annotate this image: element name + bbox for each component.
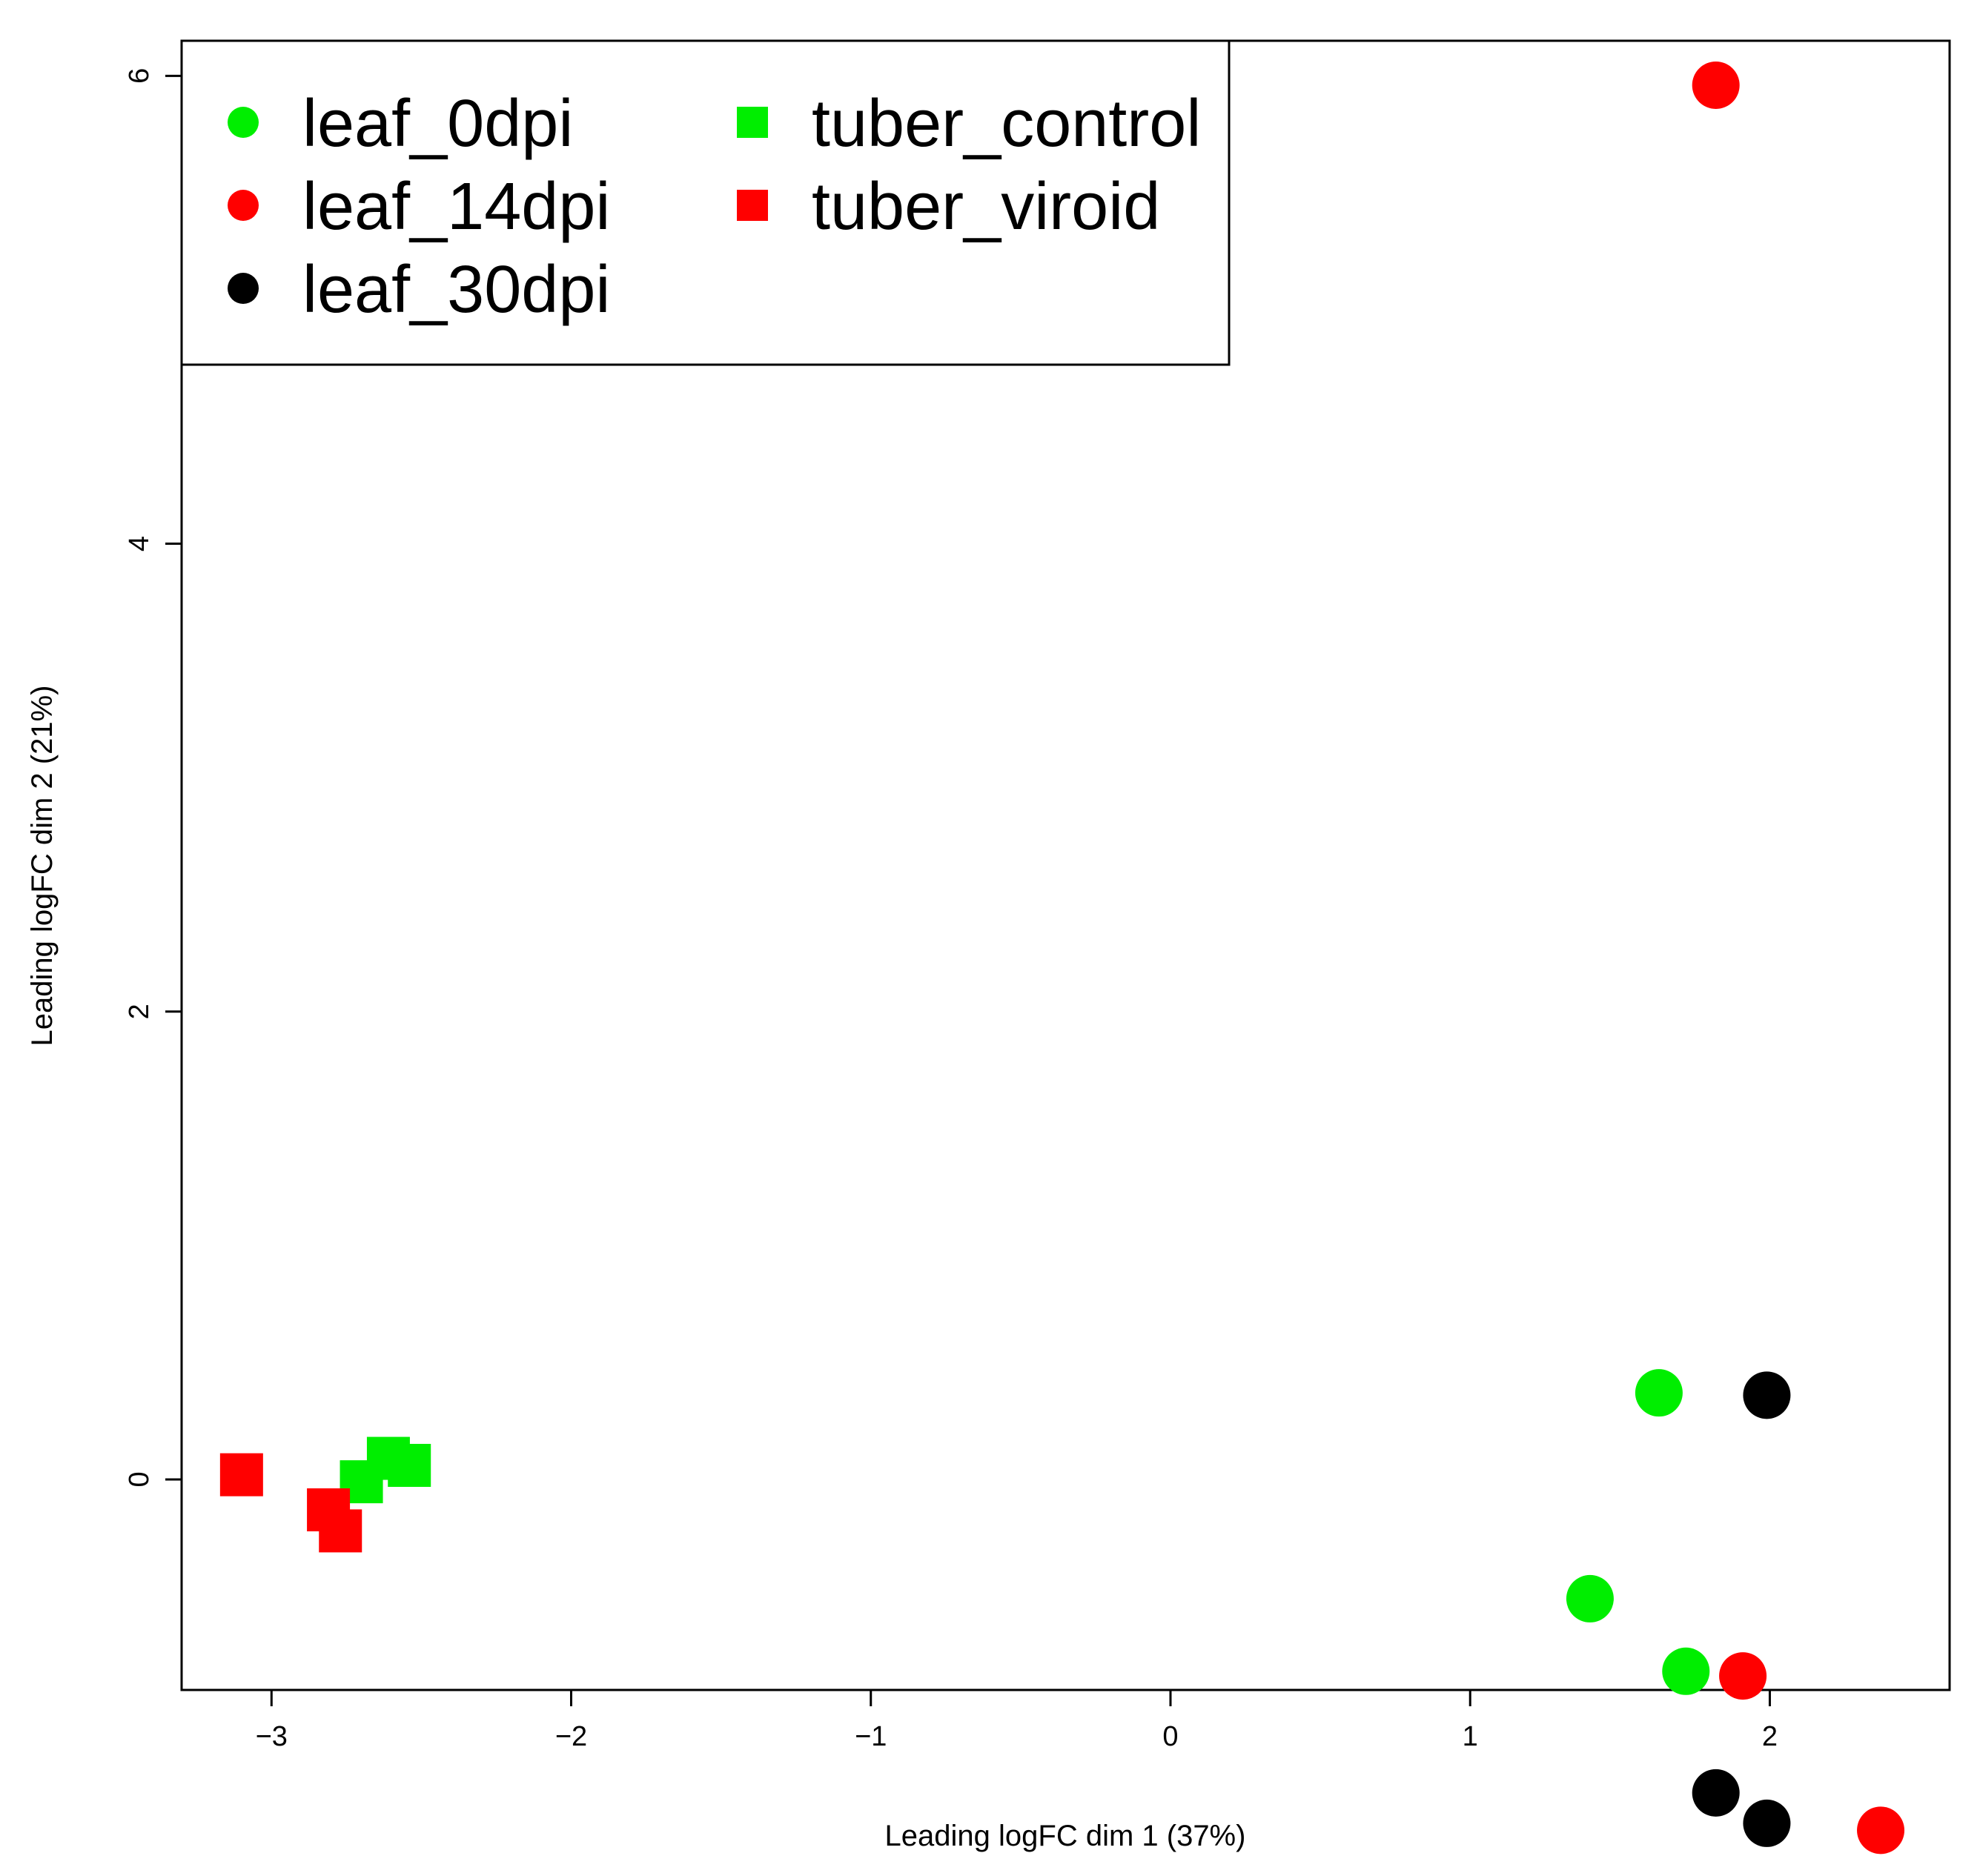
legend-item-leaf-14dpi-label: leaf_14dpi [302,170,610,244]
leaf-30dpi-point [1692,1769,1740,1817]
leaf-0dpi-point [1566,1574,1614,1623]
y-tick-label: 2 [124,1004,155,1019]
y-tick-label: 6 [124,68,155,84]
legend-item-leaf-0dpi-marker [228,107,259,138]
legend: leaf_0dpi leaf_14dpi leaf_30dpi tuber_contr… [180,39,1231,366]
leaf-30dpi-point [1743,1371,1791,1419]
tuber-viroid-point [219,1453,263,1497]
legend-item-leaf-14dpi-marker [228,190,259,221]
legend-item-leaf-30dpi-label: leaf_30dpi [302,253,610,327]
legend-item-tuber-viroid-label: tuber_viroid [812,170,1160,244]
leaf-14dpi-point [1719,1652,1767,1700]
x-tick-label: 1 [1463,1721,1478,1752]
x-tick-label: −3 [256,1721,288,1752]
x-tick-label: 0 [1162,1721,1178,1752]
leaf-14dpi-point [1857,1806,1905,1855]
x-axis: −3 −2 −1 0 1 2 [256,1690,1778,1752]
y-axis: 0 2 4 6 [124,68,182,1488]
data-points [219,61,1905,1855]
y-tick-label: 4 [124,536,155,551]
legend-item-tuber-viroid-marker [737,190,768,221]
tuber-control-point [388,1444,431,1488]
y-tick-label: 0 [124,1471,155,1487]
leaf-14dpi-point [1692,61,1740,109]
legend-item-tuber-control-label: tuber_control [812,87,1201,161]
legend-item-leaf-30dpi-marker [228,273,259,304]
x-axis-title: Leading logFC dim 1 (37%) [885,1820,1246,1852]
leaf-0dpi-point [1635,1369,1683,1417]
y-axis-title: Leading logFC dim 2 (21%) [26,686,59,1047]
x-tick-label: −1 [855,1721,887,1752]
leaf-0dpi-point [1662,1647,1710,1695]
tuber-viroid-point [319,1509,362,1553]
legend-box [180,39,1231,366]
x-tick-label: 2 [1762,1721,1778,1752]
legend-item-tuber-control-marker [737,107,768,138]
legend-item-leaf-0dpi-label: leaf_0dpi [302,87,573,161]
leaf-30dpi-point [1743,1799,1791,1847]
x-tick-label: −2 [555,1721,587,1752]
